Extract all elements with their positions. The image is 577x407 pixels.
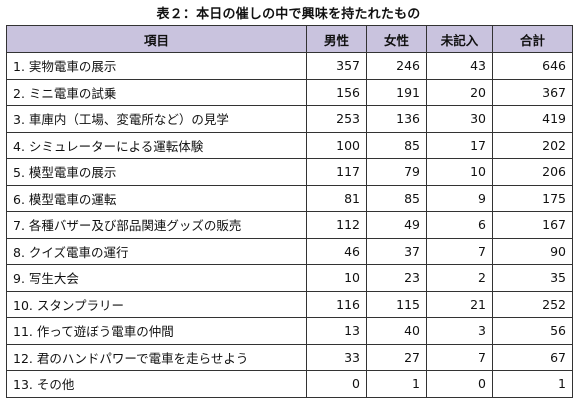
item-cell: 10. スタンプラリー (6, 290, 307, 318)
table-row: 8. クイズ電車の運行 46 37 7 90 (6, 237, 573, 265)
total-cell: 1 (492, 370, 573, 398)
table-row: 4. シミュレーターによる運転体験 100 85 17 202 (6, 131, 573, 159)
male-cell: 117 (306, 158, 367, 186)
total-cell: 367 (492, 78, 573, 106)
female-cell: 1 (366, 370, 427, 398)
table-body: 1. 実物電車の展示 357 246 43 646 2. ミニ電車の試乗 156 191 20 3… (6, 52, 573, 398)
table-row: 3. 車庫内（工場、変電所など）の見学 253 136 30 419 (6, 105, 573, 133)
table-row: 13. その他 0 1 0 1 (6, 370, 573, 398)
header-item: 項目 (6, 25, 307, 53)
item-cell: 7. 各種バザー及び部品関連グッズの販売 (6, 211, 307, 239)
item-cell: 9. 写生大会 (6, 264, 307, 292)
item-cell: 13. その他 (6, 370, 307, 398)
item-cell: 11. 作って遊ぼう電車の仲間 (6, 317, 307, 345)
unanswered-cell: 9 (426, 184, 493, 212)
item-cell: 12. 君のハンドパワーで電車を走らせよう (6, 343, 307, 371)
total-cell: 646 (492, 52, 573, 80)
unanswered-cell: 0 (426, 370, 493, 398)
male-cell: 253 (306, 105, 367, 133)
table-row: 11. 作って遊ぼう電車の仲間 13 40 3 56 (6, 317, 573, 345)
female-cell: 85 (366, 184, 427, 212)
male-cell: 116 (306, 290, 367, 318)
item-cell: 2. ミニ電車の試乗 (6, 78, 307, 106)
item-cell: 3. 車庫内（工場、変電所など）の見学 (6, 105, 307, 133)
header-male: 男性 (306, 25, 367, 53)
table-row: 12. 君のハンドパワーで電車を走らせよう 33 27 7 67 (6, 343, 573, 371)
male-cell: 33 (306, 343, 367, 371)
header-row: 項目 男性 女性 未記入 合計 (6, 25, 573, 53)
table-row: 2. ミニ電車の試乗 156 191 20 367 (6, 78, 573, 106)
total-cell: 35 (492, 264, 573, 292)
interest-table: 項目 男性 女性 未記入 合計 1. 実物電車の展示 357 246 43 646 2. … (6, 25, 573, 398)
female-cell: 191 (366, 78, 427, 106)
table-row: 6. 模型電車の運転 81 85 9 175 (6, 184, 573, 212)
total-cell: 419 (492, 105, 573, 133)
unanswered-cell: 20 (426, 78, 493, 106)
total-cell: 167 (492, 211, 573, 239)
item-cell: 5. 模型電車の展示 (6, 158, 307, 186)
unanswered-cell: 3 (426, 317, 493, 345)
female-cell: 37 (366, 237, 427, 265)
item-cell: 4. シミュレーターによる運転体験 (6, 131, 307, 159)
total-cell: 252 (492, 290, 573, 318)
female-cell: 49 (366, 211, 427, 239)
table-row: 5. 模型電車の展示 117 79 10 206 (6, 158, 573, 186)
total-cell: 56 (492, 317, 573, 345)
unanswered-cell: 10 (426, 158, 493, 186)
total-cell: 175 (492, 184, 573, 212)
male-cell: 81 (306, 184, 367, 212)
male-cell: 112 (306, 211, 367, 239)
unanswered-cell: 17 (426, 131, 493, 159)
female-cell: 27 (366, 343, 427, 371)
table-row: 1. 実物電車の展示 357 246 43 646 (6, 52, 573, 80)
table-row: 7. 各種バザー及び部品関連グッズの販売 112 49 6 167 (6, 211, 573, 239)
header-unanswered: 未記入 (426, 25, 493, 53)
unanswered-cell: 2 (426, 264, 493, 292)
item-cell: 6. 模型電車の運転 (6, 184, 307, 212)
male-cell: 357 (306, 52, 367, 80)
female-cell: 115 (366, 290, 427, 318)
header-female: 女性 (366, 25, 427, 53)
total-cell: 90 (492, 237, 573, 265)
table-row: 10. スタンプラリー 116 115 21 252 (6, 290, 573, 318)
male-cell: 156 (306, 78, 367, 106)
unanswered-cell: 21 (426, 290, 493, 318)
female-cell: 136 (366, 105, 427, 133)
female-cell: 79 (366, 158, 427, 186)
male-cell: 10 (306, 264, 367, 292)
unanswered-cell: 30 (426, 105, 493, 133)
total-cell: 206 (492, 158, 573, 186)
item-cell: 8. クイズ電車の運行 (6, 237, 307, 265)
header-total: 合計 (492, 25, 573, 53)
unanswered-cell: 7 (426, 343, 493, 371)
total-cell: 67 (492, 343, 573, 371)
unanswered-cell: 43 (426, 52, 493, 80)
male-cell: 100 (306, 131, 367, 159)
unanswered-cell: 6 (426, 211, 493, 239)
male-cell: 13 (306, 317, 367, 345)
item-cell: 1. 実物電車の展示 (6, 52, 307, 80)
male-cell: 46 (306, 237, 367, 265)
table-caption: 表２：本日の催しの中で興味を持たれたもの (156, 7, 421, 22)
male-cell: 0 (306, 370, 367, 398)
table-row: 9. 写生大会 10 23 2 35 (6, 264, 573, 292)
female-cell: 246 (366, 52, 427, 80)
female-cell: 85 (366, 131, 427, 159)
total-cell: 202 (492, 131, 573, 159)
female-cell: 40 (366, 317, 427, 345)
female-cell: 23 (366, 264, 427, 292)
unanswered-cell: 7 (426, 237, 493, 265)
